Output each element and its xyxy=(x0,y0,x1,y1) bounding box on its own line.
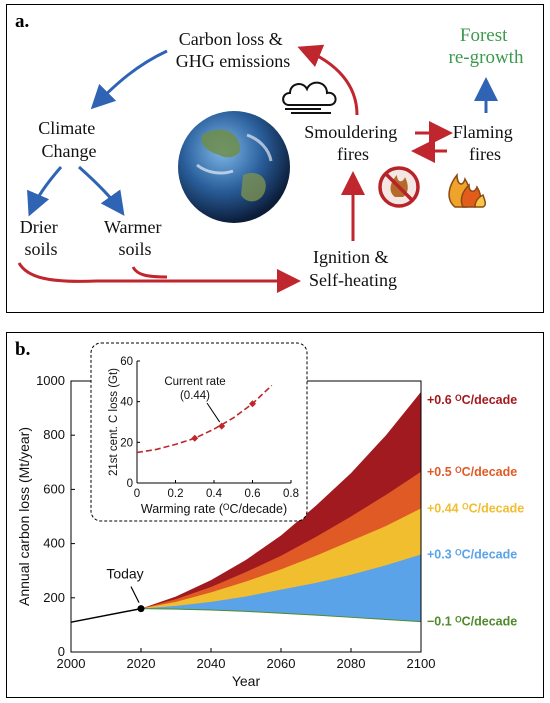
forest-regrowth-node: Forest re-growth xyxy=(449,25,524,68)
area-series-3 xyxy=(141,554,421,622)
series-label-4: −0.1 ᴼC/decade xyxy=(427,615,517,629)
y-tick-label: 600 xyxy=(43,481,65,496)
carbon-loss-node: Carbon loss & GHG emissions xyxy=(176,29,291,71)
inset-y-tick-label: 0 xyxy=(127,478,133,490)
inset-x-tick-label: 0.8 xyxy=(283,488,299,500)
y-tick-label: 0 xyxy=(58,644,65,659)
arrow-climate-to-warmer xyxy=(78,165,125,216)
y-axis-label: Annual carbon loss (Mt/year) xyxy=(16,427,32,606)
warmer-soils-node: Warmer soils xyxy=(104,217,166,259)
flaming-fires-node: Flaming fires xyxy=(453,122,518,164)
x-tick-label: 2020 xyxy=(127,656,156,671)
y-tick-label: 200 xyxy=(43,590,65,605)
inset-annotation-line2: (0.44) xyxy=(180,390,210,402)
x-tick-label: 2040 xyxy=(197,656,226,671)
inset-x-tick-label: 0.6 xyxy=(245,488,261,500)
inset-chart: 0 0.2 0.4 0.6 0.8 0 20 40 60 Warming rate (ᴼC/dec… xyxy=(90,342,308,522)
today-label: Today xyxy=(106,566,143,582)
y-tick-label: 400 xyxy=(43,536,65,551)
inset-point xyxy=(191,434,199,442)
inset-annotation-line1: Current rate xyxy=(164,376,225,388)
x-axis-label: Year xyxy=(232,673,261,689)
y-tick-label: 1000 xyxy=(36,373,65,388)
inset-x-tick-label: 0 xyxy=(134,488,140,500)
x-tick-label: 2000 xyxy=(57,656,86,671)
panel-b: b. Today 2000 2020 2040 2060 2080 2100 0 200 400 6… xyxy=(6,332,544,698)
inset-annotation-pointer xyxy=(206,402,221,423)
no-fire-icon xyxy=(378,166,420,208)
today-point xyxy=(137,605,145,613)
series-label-3: +0.3 ᴼC/decade xyxy=(427,547,517,561)
inset-y-tick-label: 40 xyxy=(120,397,133,409)
series-label-1: +0.5 ᴼC/decade xyxy=(427,465,517,479)
line-series-low xyxy=(140,608,422,623)
series-label-2: +0.44 ᴼC/decade xyxy=(427,501,524,515)
inset-x-tick-label: 0.2 xyxy=(168,488,184,500)
arrow-climate-to-drier xyxy=(27,166,63,217)
cloud-icon xyxy=(282,81,337,114)
inset-y-tick-label: 60 xyxy=(120,356,133,368)
fire-icon xyxy=(448,172,487,208)
inset-point xyxy=(249,400,256,408)
arrow-drier-to-ignition xyxy=(17,262,301,293)
x-tick-label: 2100 xyxy=(407,656,436,671)
arrow-smouldering-to-carbon xyxy=(297,44,359,116)
smouldering-fires-node: Smouldering fires xyxy=(304,122,402,164)
panel-b-label: b. xyxy=(15,339,31,360)
earth-icon xyxy=(178,111,290,223)
ignition-node: Ignition & Self-heating xyxy=(309,247,397,290)
inset-y-tick-label: 20 xyxy=(120,437,133,449)
inset-point xyxy=(218,422,226,430)
climate-change-node: Climate Change xyxy=(38,118,100,161)
x-tick-label: 2080 xyxy=(337,656,366,671)
feedback-diagram: Carbon loss & GHG emissions Forest re-gr… xyxy=(17,25,524,293)
history-line xyxy=(70,607,142,623)
arrow-warmer-to-ignition xyxy=(131,266,168,279)
inset-y-label: 21st cent. C loss (Gt) xyxy=(108,368,120,476)
drier-soils-node: Drier soils xyxy=(20,217,62,259)
today-pointer xyxy=(130,586,140,603)
arrow-carbon-to-climate xyxy=(90,49,168,110)
x-tick-label: 2060 xyxy=(267,656,296,671)
series-label-0: +0.6 ᴼC/decade xyxy=(427,393,517,407)
panel-a: a. Carbon loss & GHG emissions Forest re… xyxy=(6,4,544,313)
inset-x-label: Warming rate (ᴼC/decade) xyxy=(141,502,287,516)
inset-curve xyxy=(136,384,273,454)
panel-a-label: a. xyxy=(15,11,30,32)
y-tick-label: 800 xyxy=(43,427,65,442)
inset-x-tick-label: 0.4 xyxy=(206,488,223,500)
inset-frame xyxy=(90,342,308,522)
